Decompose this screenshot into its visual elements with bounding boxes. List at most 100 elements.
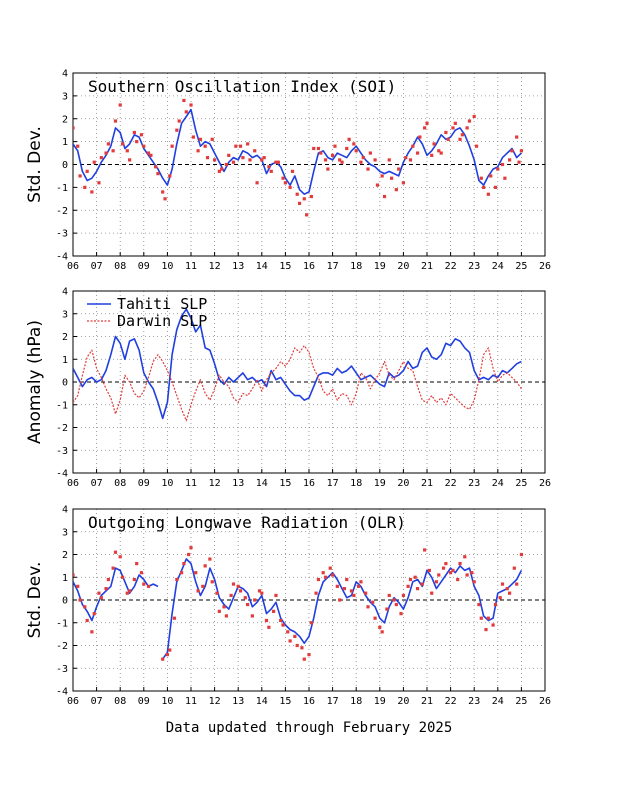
x-tick-label: 10 [161,478,173,489]
x-tick-label: 18 [350,261,362,272]
data-point [498,596,502,600]
data-point [486,616,490,620]
data-point [366,167,370,171]
data-point [394,602,398,607]
data-point [172,616,177,620]
data-point [474,144,479,148]
data-point [413,575,417,579]
series-line [162,558,523,660]
data-point [460,133,464,137]
data-point [302,657,306,661]
x-tick-label: 13 [232,478,244,489]
data-point [432,142,436,146]
data-point [451,568,455,573]
data-point [146,584,151,588]
y-tick-label: -3 [56,446,68,457]
data-point [229,593,233,598]
data-point [222,605,226,609]
x-tick-label: 11 [185,696,197,707]
data-point [467,119,472,123]
data-point [408,158,413,162]
data-point [484,627,488,632]
data-point [213,158,217,162]
y-tick-label: -1 [56,618,68,629]
data-point [420,582,424,586]
x-tick-label: 07 [91,696,103,707]
data-point [503,176,507,180]
data-point [493,602,498,607]
y-tick-label: 3 [62,91,68,102]
data-point [305,213,309,217]
data-point [76,144,80,148]
data-point [515,135,519,139]
x-tick-label: 12 [209,261,221,272]
data-point [437,149,441,153]
data-point [224,162,228,167]
x-tick-label: 18 [350,478,362,489]
data-point [373,158,377,162]
data-point [361,156,365,160]
data-point [323,575,328,579]
data-point [189,103,193,107]
data-point [168,648,172,652]
y-tick-label: -3 [56,229,68,240]
data-point [175,577,179,582]
y-tick-label: -2 [56,423,68,434]
data-point [380,174,384,178]
data-point [451,126,455,130]
data-point [441,566,446,570]
data-point [146,151,151,155]
data-point [309,621,313,625]
data-point [512,566,516,570]
data-point [179,571,184,575]
data-point [267,165,271,169]
data-point [118,555,122,559]
data-point [366,605,370,609]
x-tick-label: 09 [138,261,150,272]
data-point [444,130,448,135]
data-point [76,584,80,588]
data-point [496,167,500,171]
x-tick-label: 07 [91,261,103,272]
data-point [120,142,125,146]
data-point [227,153,231,157]
y-tick-label: -2 [56,641,68,652]
data-point [470,571,474,575]
data-point [231,582,236,586]
data-point [132,130,136,135]
data-point [97,591,101,595]
data-point [458,137,462,141]
x-tick-label: 17 [327,478,339,489]
x-tick-label: 21 [421,696,433,707]
x-tick-label: 14 [256,696,268,707]
data-point [132,577,136,582]
data-point [380,630,384,634]
data-point [78,174,82,178]
y-tick-label: 4 [62,505,68,516]
data-point [274,593,278,598]
x-tick-label: 14 [256,478,268,489]
x-tick-label: 15 [279,696,291,707]
data-point [340,160,344,164]
data-point [375,183,380,187]
data-point [312,146,316,151]
data-point [99,156,103,160]
data-point [113,119,118,123]
data-point [387,158,391,162]
x-tick-label: 24 [492,696,504,707]
y-tick-label: 0 [62,596,68,607]
data-point [255,181,259,185]
panel-olr: 06 07 08 09 10 11 12 13 14 15 16 17 18 19 20 21 22 23 24 25… [25,505,551,708]
series-layer [73,546,523,661]
data-point [510,149,514,153]
data-point [208,557,212,561]
y-tick-label: 2 [62,114,68,125]
data-point [453,121,457,125]
y-tick-label: -4 [56,687,68,698]
data-point [210,137,214,141]
data-point [406,584,410,588]
data-point [472,580,476,584]
data-point [217,609,221,613]
data-point [430,153,434,157]
